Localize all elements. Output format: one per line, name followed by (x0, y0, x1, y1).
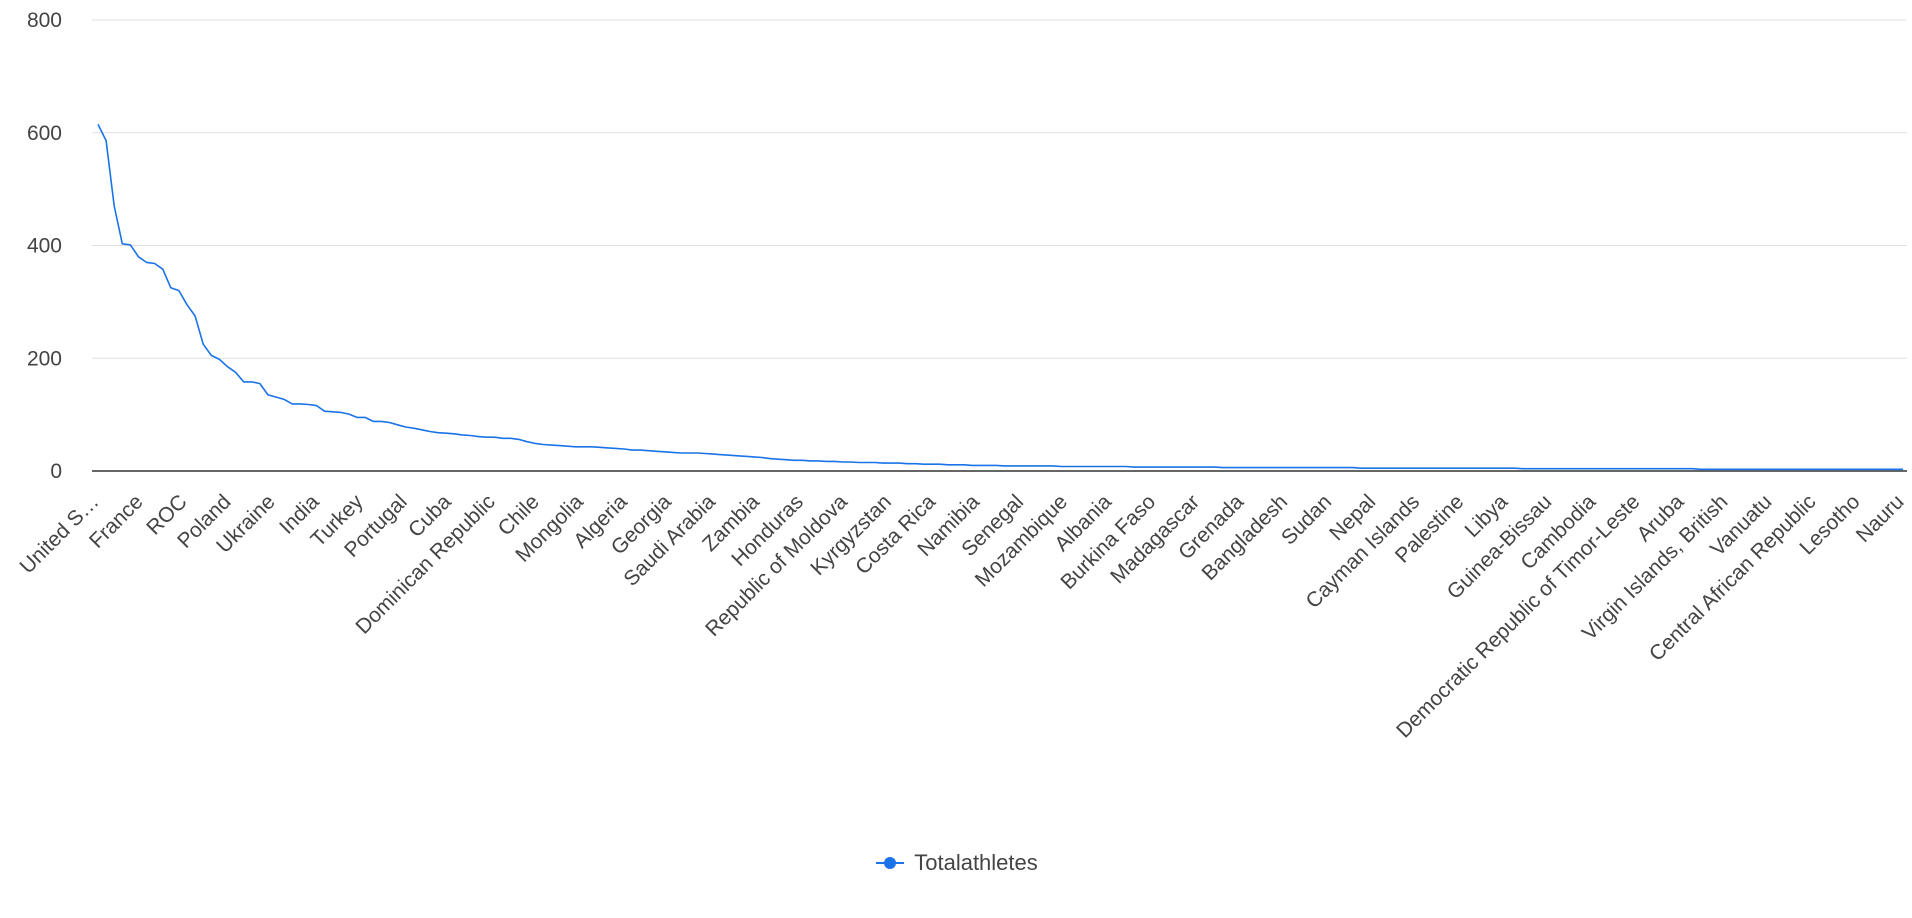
x-axis-ticks: United S…FranceROCPolandUkraineIndiaTurk… (15, 490, 1908, 743)
y-tick-label: 600 (27, 122, 62, 145)
x-tick-label: Sudan (1277, 490, 1336, 549)
series-layer (97, 123, 1903, 471)
legend: Totalathletes (0, 850, 1912, 876)
legend-label: Totalathletes (914, 850, 1038, 875)
y-tick-label: 800 (27, 9, 62, 32)
gridlines (92, 19, 1907, 472)
y-tick-label: 200 (27, 347, 62, 370)
legend-item-totalathletes[interactable]: Totalathletes (874, 850, 1038, 876)
series-line-totalathletes (97, 123, 1903, 471)
x-tick-label: Nauru (1852, 490, 1909, 547)
y-axis-ticks: 0 200 400 600 800 (27, 9, 62, 483)
y-tick-label: 400 (27, 235, 62, 258)
y-tick-label: 0 (50, 460, 62, 483)
legend-marker-icon (876, 857, 905, 869)
